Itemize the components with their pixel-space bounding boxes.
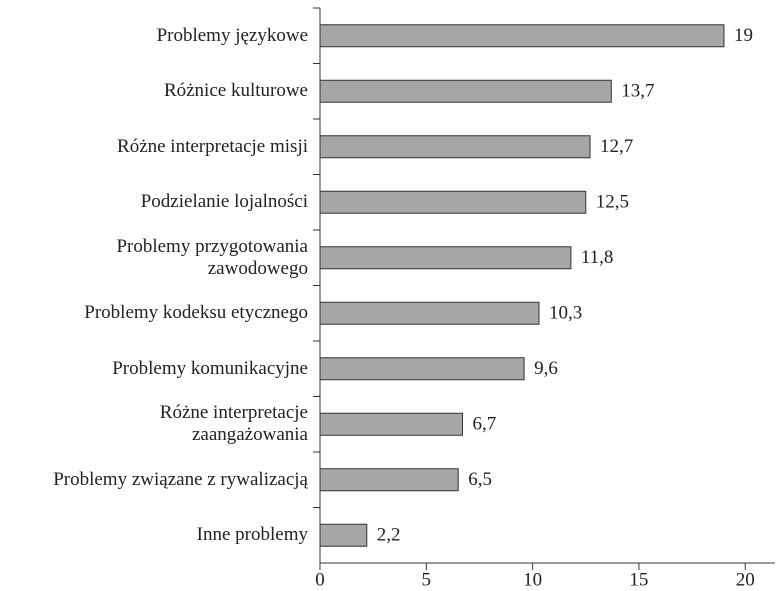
category-label: Problemy związane z rywalizacją <box>53 468 308 490</box>
bar <box>319 135 591 159</box>
x-tick-label: 5 <box>422 569 432 590</box>
value-label: 11,8 <box>581 247 614 268</box>
value-label: 6,7 <box>472 414 496 435</box>
value-label: 2,2 <box>377 525 401 546</box>
category-label: Problemy językowe <box>156 24 308 46</box>
category-label: Różne interpretacje misji <box>117 135 308 157</box>
category-label: Różne interpretacje zaangażowania <box>159 402 308 446</box>
value-label: 13,7 <box>621 81 654 102</box>
x-tick-label: 20 <box>736 569 755 590</box>
bar <box>319 301 540 325</box>
x-tick-label: 10 <box>523 569 542 590</box>
bar <box>319 246 572 270</box>
bar <box>319 468 459 492</box>
category-label: Problemy kodeksu etycznego <box>84 302 308 324</box>
bar <box>319 523 368 547</box>
bar <box>319 24 725 48</box>
category-label: Problemy komunikacyjne <box>112 357 308 379</box>
x-tick-label: 15 <box>629 569 648 590</box>
x-tick-label: 0 <box>315 569 325 590</box>
category-label: Problemy przygotowania zawodowego <box>116 235 308 279</box>
category-label: Różnice kulturowe <box>163 80 308 102</box>
bar <box>319 412 463 436</box>
category-label: Podzielanie lojalności <box>140 191 308 213</box>
bar <box>319 190 587 214</box>
value-label: 12,7 <box>600 136 633 157</box>
category-label: Inne problemy <box>196 524 308 546</box>
value-label: 6,5 <box>468 469 492 490</box>
value-label: 9,6 <box>534 358 558 379</box>
bar <box>319 357 525 381</box>
value-label: 19 <box>734 25 753 46</box>
bar <box>319 79 612 103</box>
value-label: 12,5 <box>596 192 629 213</box>
value-label: 10,3 <box>549 303 582 324</box>
